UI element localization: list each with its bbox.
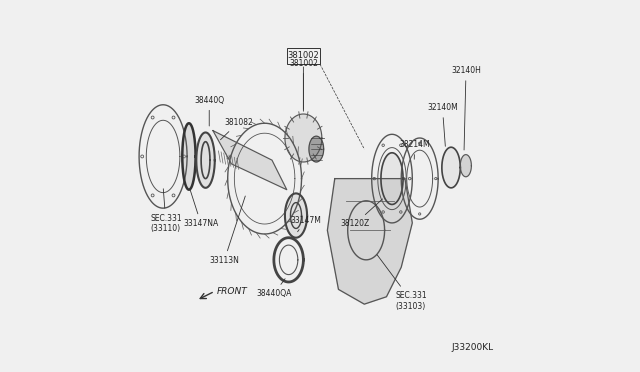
- Text: J33200KL: J33200KL: [451, 343, 493, 352]
- Text: 38120Z: 38120Z: [340, 199, 383, 228]
- Text: 381002: 381002: [289, 59, 318, 109]
- Polygon shape: [285, 193, 307, 238]
- Text: 38440QA: 38440QA: [256, 279, 292, 298]
- Text: 33147NA: 33147NA: [184, 189, 219, 228]
- Text: 38214M: 38214M: [399, 140, 430, 159]
- Text: FRONT: FRONT: [216, 287, 248, 296]
- Polygon shape: [285, 114, 322, 162]
- Polygon shape: [381, 153, 403, 205]
- Polygon shape: [182, 123, 196, 190]
- Text: SEC.331
(33103): SEC.331 (33103): [377, 255, 428, 311]
- Polygon shape: [213, 131, 287, 190]
- Text: 33147M: 33147M: [291, 215, 321, 232]
- Text: 381082: 381082: [220, 118, 253, 140]
- Text: SEC.331
(33110): SEC.331 (33110): [150, 189, 182, 233]
- Text: 32140H: 32140H: [451, 66, 481, 150]
- Polygon shape: [460, 155, 472, 177]
- Polygon shape: [328, 179, 412, 304]
- Text: 381002: 381002: [287, 51, 319, 60]
- Bar: [287, 48, 320, 64]
- Polygon shape: [196, 132, 215, 188]
- Text: 32140M: 32140M: [427, 103, 458, 146]
- Polygon shape: [309, 136, 324, 162]
- Text: 38440Q: 38440Q: [194, 96, 224, 126]
- Text: 33113N: 33113N: [209, 196, 245, 265]
- Polygon shape: [442, 147, 460, 188]
